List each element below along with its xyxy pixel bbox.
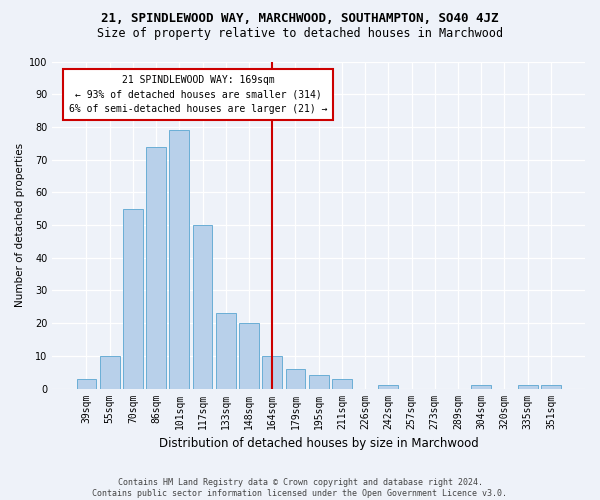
Bar <box>518 386 538 388</box>
Text: Contains HM Land Registry data © Crown copyright and database right 2024.
Contai: Contains HM Land Registry data © Crown c… <box>92 478 508 498</box>
Bar <box>239 323 259 388</box>
Text: 21 SPINDLEWOOD WAY: 169sqm
← 93% of detached houses are smaller (314)
6% of semi: 21 SPINDLEWOOD WAY: 169sqm ← 93% of deta… <box>68 74 327 114</box>
Bar <box>216 314 236 388</box>
Y-axis label: Number of detached properties: Number of detached properties <box>15 143 25 307</box>
X-axis label: Distribution of detached houses by size in Marchwood: Distribution of detached houses by size … <box>159 437 479 450</box>
Bar <box>309 376 329 388</box>
Bar <box>541 386 561 388</box>
Bar <box>100 356 119 388</box>
Bar <box>169 130 189 388</box>
Bar <box>262 356 282 388</box>
Bar <box>332 378 352 388</box>
Text: Size of property relative to detached houses in Marchwood: Size of property relative to detached ho… <box>97 28 503 40</box>
Text: 21, SPINDLEWOOD WAY, MARCHWOOD, SOUTHAMPTON, SO40 4JZ: 21, SPINDLEWOOD WAY, MARCHWOOD, SOUTHAMP… <box>101 12 499 26</box>
Bar <box>77 378 97 388</box>
Bar <box>379 386 398 388</box>
Bar <box>146 146 166 388</box>
Bar <box>472 386 491 388</box>
Bar <box>193 225 212 388</box>
Bar <box>286 369 305 388</box>
Bar <box>123 208 143 388</box>
